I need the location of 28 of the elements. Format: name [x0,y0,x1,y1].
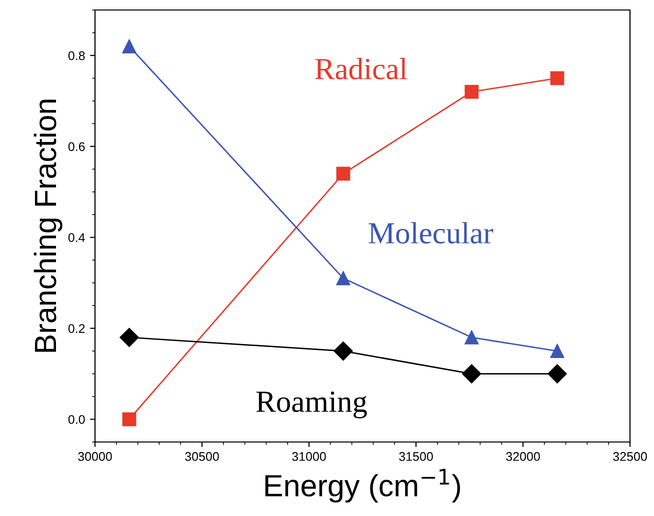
series-label: Roaming [256,392,367,418]
point [336,271,350,286]
point [462,364,482,384]
y-axis-title: Branching Fraction [34,100,62,352]
point [336,166,350,181]
x-axis-title: Energy (cm$^{−1}$) [265,468,460,503]
point [550,71,564,86]
point [550,344,564,358]
x-tick-label: 31500 [399,452,433,461]
point [122,412,136,426]
y-tick-label: 0.4 [68,233,85,242]
x-tick-label: 30000 [78,452,112,461]
x-tick-label: 31000 [292,452,326,461]
point [464,330,479,344]
x-tick-label: 30500 [185,452,219,461]
point [464,84,479,99]
point [120,328,139,347]
series-label: Molecular [368,222,494,244]
point [334,342,353,361]
y-tick-label: 0.8 [68,51,85,60]
point [548,364,567,384]
y-tick-label: 0.2 [68,324,85,333]
point [122,39,136,54]
series-label: Radical [315,58,408,80]
y-tick-label: 0.6 [68,142,85,152]
x-tick-label: 32000 [506,452,540,461]
x-tick-label: 32500 [613,452,647,461]
y-tick-label: 0.0 [68,415,85,424]
